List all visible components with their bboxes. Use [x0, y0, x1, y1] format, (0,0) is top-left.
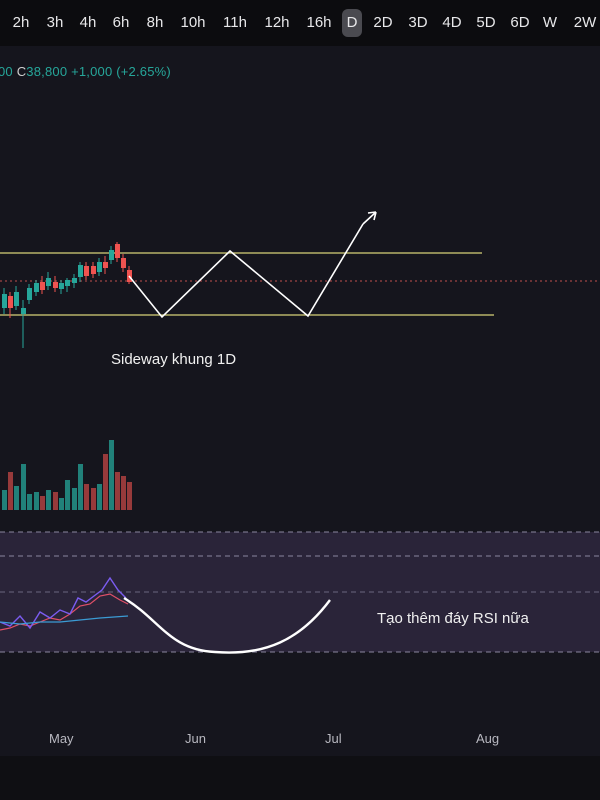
tf-2h[interactable]: 2h: [12, 14, 30, 31]
tf-4h[interactable]: 4h: [79, 14, 97, 31]
bottom-bar: [0, 756, 600, 800]
tf-3h[interactable]: 3h: [46, 14, 64, 31]
ohlc-change-pct: (+2.65%): [116, 64, 171, 79]
ohlc-change: +1,000: [71, 64, 113, 79]
price-chart[interactable]: [0, 46, 600, 756]
candles: [2, 242, 132, 348]
rsi-annotation[interactable]: Tạo thêm đáy RSI nữa: [377, 610, 529, 627]
arrow-head-icon: [362, 211, 377, 225]
tf-12h[interactable]: 12h: [264, 14, 290, 31]
tf-16h[interactable]: 16h: [306, 14, 332, 31]
sideway-projection-drawing[interactable]: [128, 223, 364, 319]
tf-3d[interactable]: 3D: [408, 14, 428, 31]
time-axis-jun: Jun: [185, 731, 206, 746]
tf-d[interactable]: D: [342, 9, 362, 37]
ohlc-readout: 00 C38,800 +1,000 (+2.65%): [0, 64, 171, 79]
tf-6d[interactable]: 6D: [510, 14, 530, 31]
sideway-annotation[interactable]: Sideway khung 1D: [111, 351, 237, 368]
ohlc-close-label: C: [16, 64, 27, 79]
tf-w[interactable]: W: [542, 14, 558, 31]
time-axis-aug: Aug: [476, 731, 500, 746]
tf-2w[interactable]: 2W: [573, 14, 597, 31]
ohlc-close: 38,800: [26, 64, 68, 79]
timeframe-toolbar: 2h 3h 4h 6h 8h 10h 11h 12h 16h D 2D 3D 4…: [0, 0, 600, 46]
volume-bars: [2, 440, 132, 510]
rsi-line: [0, 576, 127, 630]
time-axis-may: May: [49, 731, 74, 746]
ohlc-prefix: 00: [0, 64, 13, 79]
time-axis-jul: Jul: [325, 731, 342, 746]
rsi-ma-line: [0, 615, 129, 625]
rsi-bottom-curve-drawing[interactable]: [123, 596, 331, 654]
tf-5d[interactable]: 5D: [476, 14, 496, 31]
tf-10h[interactable]: 10h: [180, 14, 206, 31]
tf-11h[interactable]: 11h: [223, 14, 247, 31]
tf-4d[interactable]: 4D: [442, 14, 462, 31]
tf-8h[interactable]: 8h: [146, 14, 164, 31]
tf-2d[interactable]: 2D: [373, 14, 393, 31]
tf-6h[interactable]: 6h: [112, 14, 130, 31]
